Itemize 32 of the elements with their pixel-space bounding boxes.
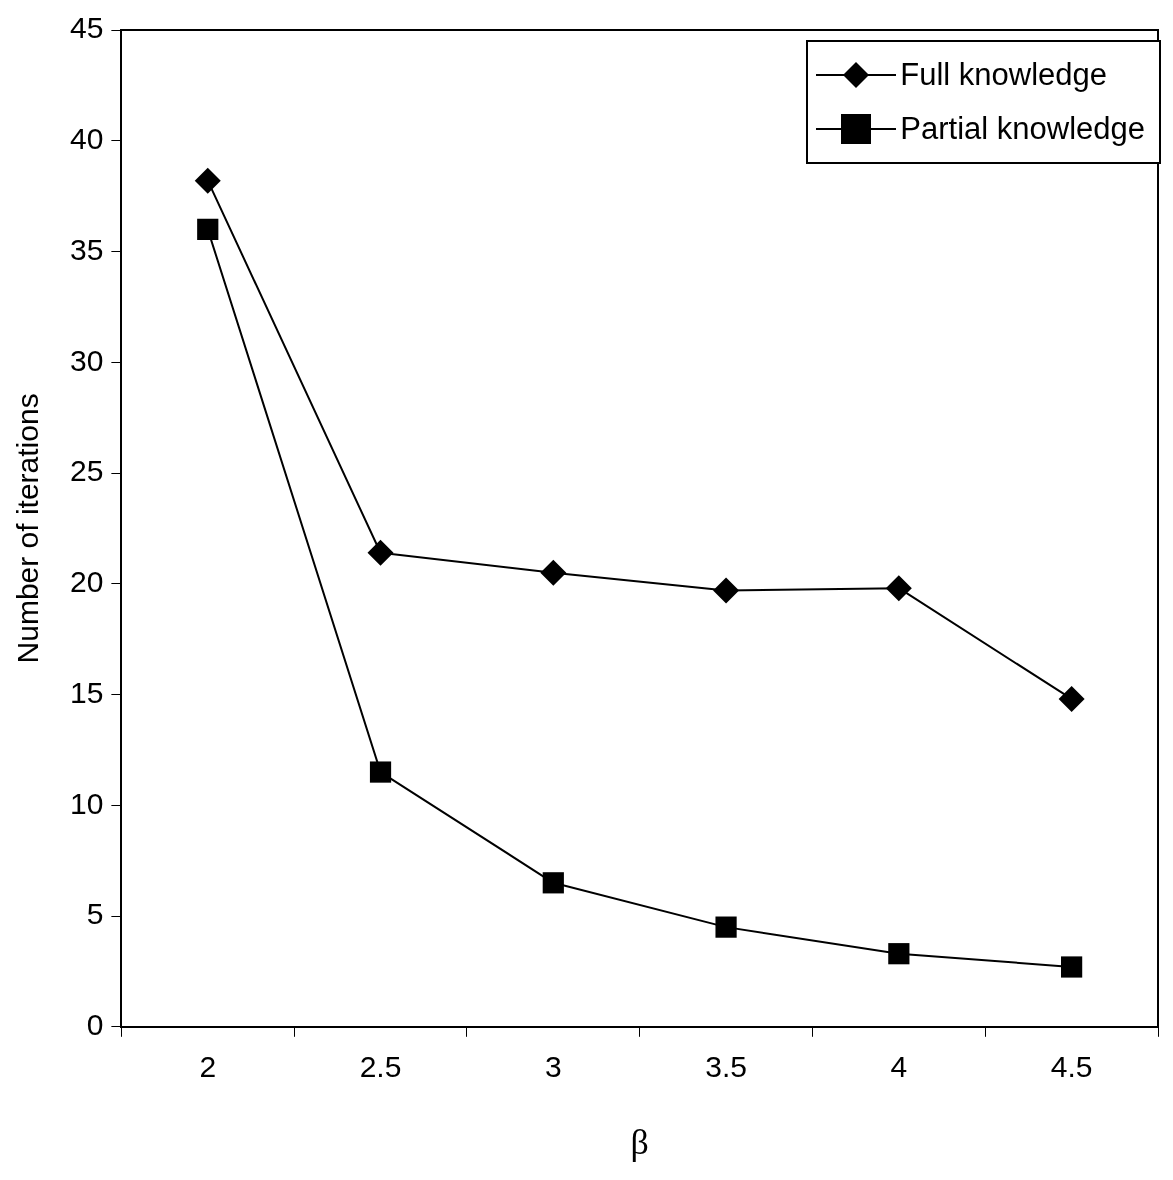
point <box>369 761 392 783</box>
y-tick-label: 30 <box>69 343 104 377</box>
y-tick-label: 35 <box>69 232 104 266</box>
point <box>715 916 737 938</box>
y-tick-label: 45 <box>69 11 104 45</box>
x-tick-label: 2.5 <box>359 1050 402 1084</box>
y-tick-label: 5 <box>86 897 104 931</box>
point <box>888 943 910 965</box>
point <box>542 872 564 894</box>
point <box>367 539 394 566</box>
legend-label: Partial knowledge <box>900 111 1145 147</box>
point <box>1058 685 1085 712</box>
point <box>197 218 219 240</box>
x-tick-label: 4.5 <box>1050 1050 1093 1084</box>
x-tick-label: 4 <box>890 1050 908 1084</box>
y-tick-label: 20 <box>69 565 104 599</box>
y-axis-title: Number of iterations <box>11 393 45 664</box>
y-tick-label: 0 <box>86 1008 104 1042</box>
x-tick-label: 2 <box>199 1050 217 1084</box>
y-tick-label: 15 <box>69 675 104 709</box>
y-tick-label: 10 <box>69 786 104 820</box>
y-tick-label: 25 <box>69 454 104 488</box>
x-tick-label: 3 <box>544 1050 562 1084</box>
point <box>885 575 912 602</box>
x-axis-title: β <box>630 1121 649 1162</box>
legend-label: Full knowledge <box>900 57 1108 93</box>
point <box>194 167 221 194</box>
point <box>540 559 567 586</box>
x-tick-label: 3.5 <box>705 1050 747 1084</box>
point <box>713 577 740 604</box>
point <box>1061 956 1083 978</box>
y-tick-label: 40 <box>69 122 104 156</box>
